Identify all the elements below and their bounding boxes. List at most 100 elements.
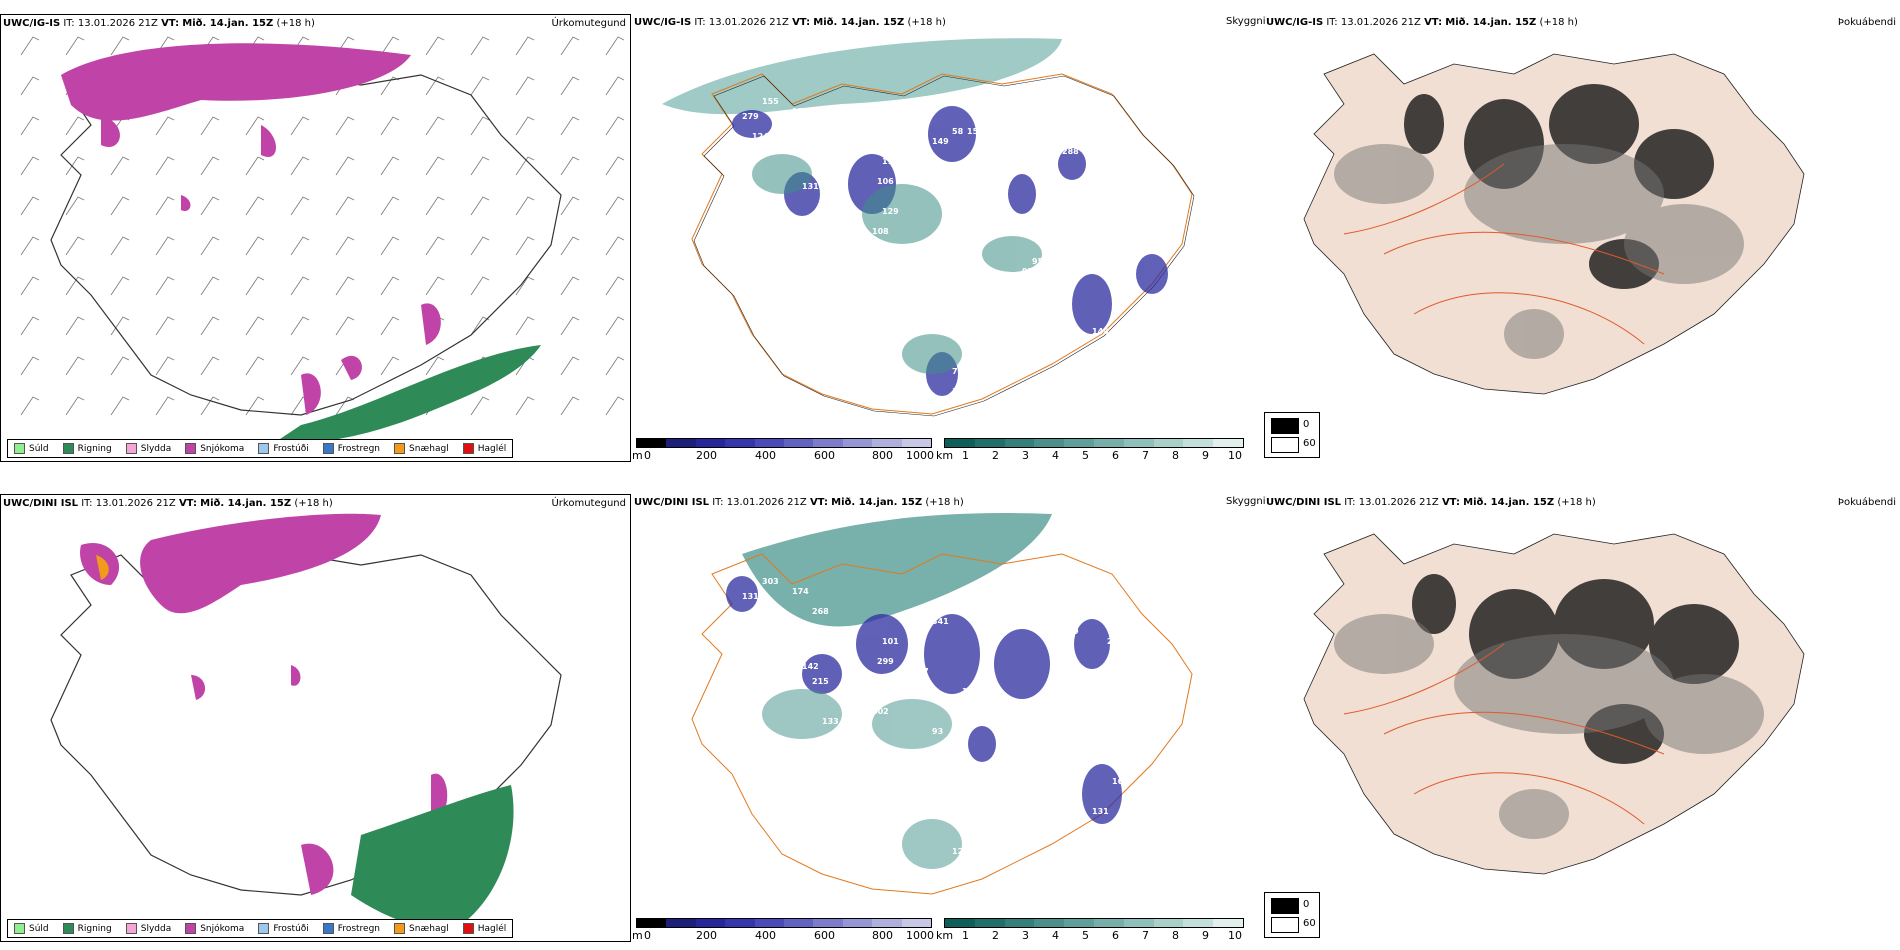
- wind-barb: [425, 236, 445, 256]
- wind-barb: [65, 316, 85, 336]
- legend-swatch: [258, 443, 270, 454]
- wind-barb: [335, 276, 355, 296]
- elevation-label: 282: [1007, 592, 1024, 601]
- wind-barb: [515, 156, 535, 176]
- panel-header: UWC/IG-IS IT: 13.01.2026 21Z VT: Mið. 14…: [1266, 17, 1578, 28]
- it-label: IT:: [712, 497, 724, 508]
- legend-swatch: [258, 923, 270, 934]
- elevation-label: 155: [762, 97, 779, 106]
- wind-barb: [605, 36, 625, 56]
- legend-item: Slydda: [125, 923, 171, 934]
- lead-time: (+18 h): [907, 17, 946, 28]
- elevation-label: 208: [977, 607, 994, 616]
- elevation-label: 299: [877, 657, 894, 666]
- fog-key-1: 0 60: [1264, 412, 1320, 458]
- wind-barb: [20, 356, 40, 376]
- legend-item: Frostúði: [258, 443, 309, 454]
- legend-item: Snæhagl: [394, 443, 449, 454]
- wind-barb: [155, 236, 175, 256]
- wind-barb: [200, 156, 220, 176]
- legend-item: Snjókoma: [185, 443, 244, 454]
- elevation-label: 229: [1062, 687, 1079, 696]
- wind-barb: [380, 236, 400, 256]
- it-value: 13.01.2026 21Z: [95, 498, 176, 509]
- elevation-label: 142: [802, 662, 819, 671]
- elevation-label: 402: [872, 707, 889, 716]
- vt-value: Mið. 14.jan. 15Z: [831, 497, 923, 508]
- elevation-label: 238: [727, 737, 744, 746]
- wind-barb: [605, 276, 625, 296]
- it-label: IT:: [63, 18, 75, 29]
- visibility-panel-1: UWC/IG-IS IT: 13.01.2026 21Z VT: Mið. 14…: [632, 14, 1266, 462]
- elevation-label: 207: [1107, 637, 1124, 646]
- legend-swatch: [462, 443, 474, 454]
- legend-item: Frostregn: [322, 923, 380, 934]
- fog-grey-areas: [1334, 614, 1764, 839]
- elevation-label: 126: [962, 687, 979, 696]
- it-value: 13.01.2026 21Z: [726, 497, 807, 508]
- legend-swatch: [462, 923, 474, 934]
- wind-barb: [200, 196, 220, 216]
- wind-barb: [335, 316, 355, 336]
- wind-barb: [155, 316, 175, 336]
- wind-barb: [20, 196, 40, 216]
- elevation-label: 174: [792, 587, 809, 596]
- wind-barb: [245, 156, 265, 176]
- wind-barb: [560, 196, 580, 216]
- wind-barb: [110, 356, 130, 376]
- visibility-blobs: [732, 106, 1168, 396]
- elevation-label: 156: [792, 107, 809, 116]
- height-colorbar: m 0 200 400 600 800 1000: [632, 918, 934, 942]
- wind-barb: [110, 276, 130, 296]
- wind-barb: [155, 196, 175, 216]
- wind-barb: [335, 196, 355, 216]
- height-colorbar: m 0 200 400 600 800 1000: [632, 438, 934, 462]
- elevation-label: 159: [1042, 112, 1059, 121]
- elevation-label: 133: [822, 717, 839, 726]
- wind-barb: [380, 316, 400, 336]
- legend-swatch: [394, 443, 406, 454]
- wind-barb: [155, 356, 175, 376]
- elevation-label: 159: [1097, 832, 1114, 841]
- wind-barb: [155, 116, 175, 136]
- wind-barb: [605, 76, 625, 96]
- elevation-label: 149: [1092, 327, 1109, 336]
- vt-value: Mið. 14.jan. 15Z: [200, 498, 292, 509]
- wind-barb: [515, 316, 535, 336]
- wind-barb: [155, 396, 175, 416]
- wind-barb: [515, 236, 535, 256]
- elevation-label: 279: [742, 112, 759, 121]
- elevation-label: 126: [977, 127, 994, 136]
- panel-title: Skyggni: [1226, 496, 1266, 507]
- wind-barb: [245, 196, 265, 216]
- wind-barb: [605, 316, 625, 336]
- vt-value: Mið. 14.jan. 15Z: [182, 18, 274, 29]
- elevation-label: 19: [932, 247, 944, 256]
- elevation-label: 93: [932, 727, 943, 736]
- panel-header: UWC/IG-IS IT: 13.01.2026 21Z VT: Mið. 14…: [634, 17, 946, 28]
- elevation-labels: 3031742681313351421331654022142991013411…: [727, 572, 1129, 876]
- elevation-label: 83: [727, 257, 738, 266]
- wind-barb: [290, 276, 310, 296]
- wind-barb: [605, 356, 625, 376]
- elevation-label: 108: [872, 227, 889, 236]
- precip-legend: Súld Rigning Slydda Snjókoma Frostúði Fr…: [7, 439, 514, 458]
- model-name: UWC/DINI ISL: [3, 498, 79, 509]
- vt-label: VT:: [178, 498, 197, 509]
- wind-barb: [380, 36, 400, 56]
- wind-barb: [200, 356, 220, 376]
- elevation-label: 53: [847, 242, 858, 251]
- colorbar-ticks: m 0 200 400 600 800 1000: [632, 449, 934, 462]
- wind-barb: [290, 156, 310, 176]
- elevation-label: 125: [952, 847, 969, 856]
- vt-label: VT:: [792, 17, 811, 28]
- elevation-label: 10: [992, 707, 1004, 716]
- panel-header: UWC/DINI ISL IT: 13.01.2026 21Z VT: Mið.…: [1266, 497, 1596, 508]
- precip-legend: Súld Rigning Slydda Snjókoma Frostúði Fr…: [7, 919, 514, 938]
- panel-title: Úrkomutegund: [551, 18, 626, 29]
- wind-barb: [515, 76, 535, 96]
- wind-barb: [515, 116, 535, 136]
- wind-barb: [20, 276, 40, 296]
